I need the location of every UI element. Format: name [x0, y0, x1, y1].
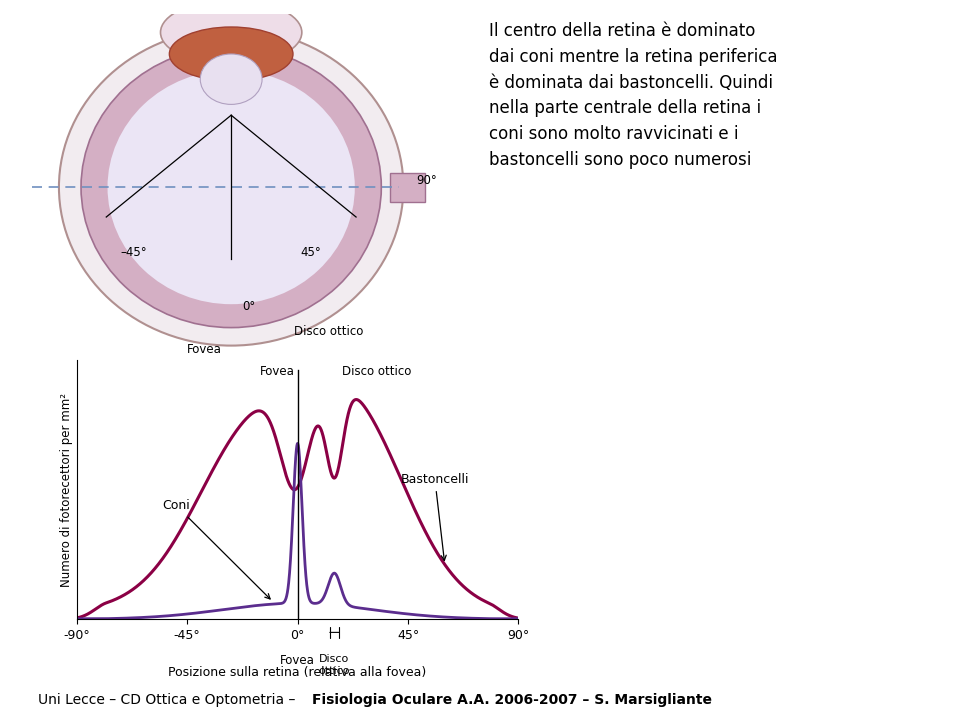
- Ellipse shape: [81, 47, 381, 328]
- FancyBboxPatch shape: [390, 173, 425, 202]
- Text: Il centro della retina è dominato
dai coni mentre la retina periferica
è dominat: Il centro della retina è dominato dai co…: [490, 22, 778, 168]
- Text: Disco
ottico: Disco ottico: [319, 654, 350, 676]
- Text: Fovea: Fovea: [187, 343, 222, 356]
- Text: Fovea: Fovea: [280, 654, 315, 667]
- Text: 45°: 45°: [300, 246, 321, 258]
- Ellipse shape: [108, 71, 355, 304]
- Ellipse shape: [59, 29, 403, 346]
- Text: Disco ottico: Disco ottico: [342, 364, 411, 377]
- Text: Fisiologia Oculare A.A. 2006-2007 – S. Marsigliante: Fisiologia Oculare A.A. 2006-2007 – S. M…: [312, 693, 712, 707]
- Ellipse shape: [160, 0, 301, 65]
- Ellipse shape: [169, 27, 293, 81]
- Text: –45°: –45°: [121, 246, 147, 258]
- Text: Coni: Coni: [162, 500, 270, 599]
- Text: 0°: 0°: [242, 300, 255, 312]
- Ellipse shape: [201, 54, 262, 104]
- Text: Fovea: Fovea: [260, 364, 295, 377]
- Text: 90°: 90°: [417, 174, 438, 186]
- Text: Disco ottico: Disco ottico: [294, 325, 363, 338]
- Y-axis label: Numero di fotorecettori per mm²: Numero di fotorecettori per mm²: [60, 392, 73, 587]
- Text: Uni Lecce – CD Ottica e Optometria –: Uni Lecce – CD Ottica e Optometria –: [38, 693, 300, 707]
- Text: Bastoncelli: Bastoncelli: [400, 473, 469, 560]
- Text: Posizione sulla retina (relativa alla fovea): Posizione sulla retina (relativa alla fo…: [168, 666, 427, 679]
